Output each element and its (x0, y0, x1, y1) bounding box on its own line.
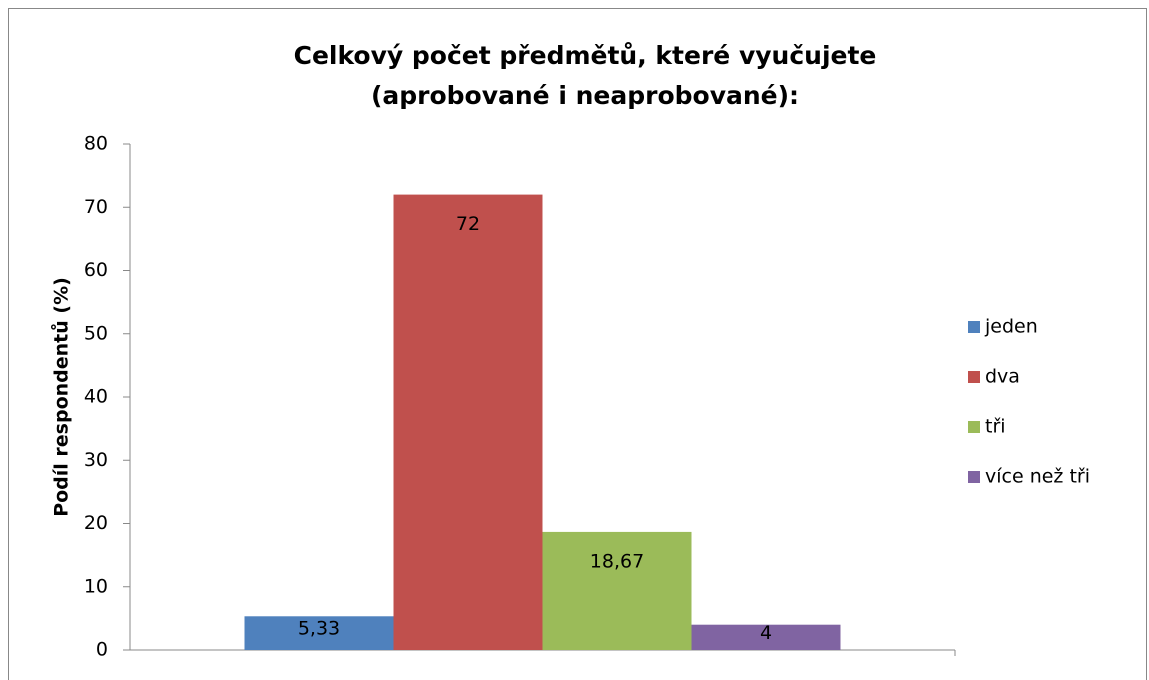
legend-swatch (968, 421, 980, 433)
legend-label: dva (985, 366, 1020, 388)
y-tick-label: 10 (84, 575, 108, 597)
y-tick-label: 30 (84, 449, 108, 471)
data-label: 18,67 (590, 550, 644, 572)
y-tick-label: 0 (96, 639, 108, 661)
data-label: 5,33 (298, 618, 340, 640)
y-tick-label: 80 (84, 133, 108, 155)
legend-swatch (968, 371, 980, 383)
chart-border (8, 8, 1147, 680)
legend-swatch (968, 321, 980, 333)
chart-title: Celkový počet předmětů, které vyučujete … (293, 41, 877, 110)
y-tick-label: 60 (84, 259, 108, 281)
legend-label: jeden (984, 316, 1038, 338)
y-axis-label: Podíl respondentů (%) (50, 277, 73, 517)
bar (244, 616, 394, 650)
y-tick-label: 20 (84, 512, 108, 534)
bar (542, 531, 692, 650)
legend-label: více než tři (985, 466, 1090, 488)
y-tick-label: 70 (84, 196, 108, 218)
y-tick-label: 50 (84, 322, 108, 344)
data-label: 72 (456, 213, 480, 235)
bar (691, 624, 841, 650)
y-tick-label: 40 (84, 386, 108, 408)
legend-label: tři (985, 416, 1006, 438)
legend-swatch (968, 471, 980, 483)
data-label: 4 (760, 622, 772, 644)
bar (393, 194, 543, 650)
